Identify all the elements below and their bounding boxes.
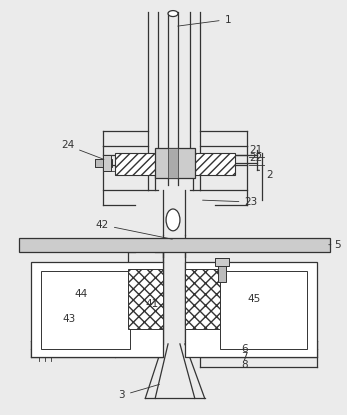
Text: 22: 22 <box>249 154 263 164</box>
Text: 24: 24 <box>61 140 104 159</box>
Text: 2: 2 <box>266 170 273 180</box>
Bar <box>185 269 220 329</box>
Bar <box>41 271 130 349</box>
Bar <box>31 261 163 357</box>
Text: 42: 42 <box>96 220 172 239</box>
Text: 21: 21 <box>249 145 263 156</box>
Bar <box>218 263 226 282</box>
Bar <box>168 149 178 178</box>
Ellipse shape <box>168 11 178 17</box>
Bar <box>215 258 229 266</box>
Text: 6: 6 <box>242 344 248 354</box>
Text: 43: 43 <box>62 314 75 324</box>
Ellipse shape <box>166 209 180 231</box>
Bar <box>220 271 307 349</box>
Text: 7: 7 <box>242 352 248 362</box>
Bar <box>19 238 330 251</box>
Text: 23: 23 <box>203 197 258 207</box>
Text: 5: 5 <box>329 240 340 250</box>
Text: 44: 44 <box>74 289 87 299</box>
Text: 8: 8 <box>242 360 248 370</box>
Bar <box>185 261 317 357</box>
Bar <box>128 269 163 329</box>
Text: 3: 3 <box>118 384 159 400</box>
Bar <box>116 154 235 175</box>
Text: 41: 41 <box>145 299 159 309</box>
Text: 45: 45 <box>248 294 261 304</box>
Bar <box>155 149 195 178</box>
Text: 1: 1 <box>178 15 231 26</box>
Bar <box>95 159 112 167</box>
Bar <box>103 156 110 171</box>
